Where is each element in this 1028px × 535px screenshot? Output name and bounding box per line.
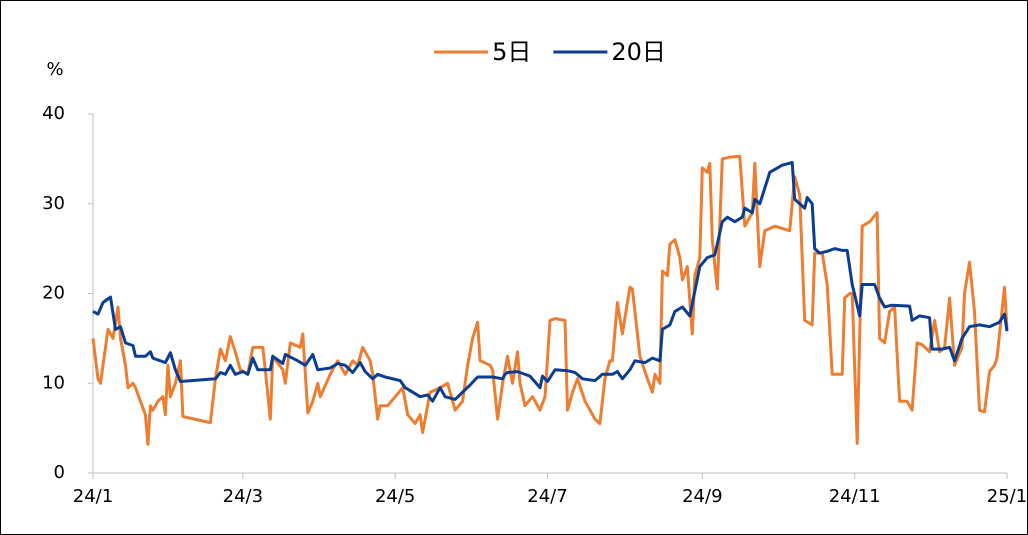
x-tick-label: 25/1	[987, 486, 1027, 507]
series-line	[91, 154, 1009, 446]
y-axis-label: %	[46, 59, 63, 80]
y-tick-label: 40	[42, 103, 65, 124]
y-tick-label: 30	[42, 193, 65, 214]
legend: 5日 20日	[434, 38, 666, 66]
x-tick-label: 24/3	[223, 486, 263, 507]
x-tick-label: 24/5	[375, 486, 415, 507]
y-tick-label: 20	[42, 283, 65, 304]
y-tick-label: 10	[42, 372, 65, 393]
x-tick-label: 24/9	[682, 486, 722, 507]
legend-label: 20日	[611, 38, 666, 66]
x-tick-label: 24/11	[829, 486, 881, 507]
legend-label: 5日	[492, 38, 531, 66]
y-tick-label: 0	[54, 462, 65, 483]
x-tick-label: 24/7	[527, 486, 567, 507]
x-tick-label: 24/1	[73, 486, 113, 507]
series-line	[92, 161, 1009, 403]
